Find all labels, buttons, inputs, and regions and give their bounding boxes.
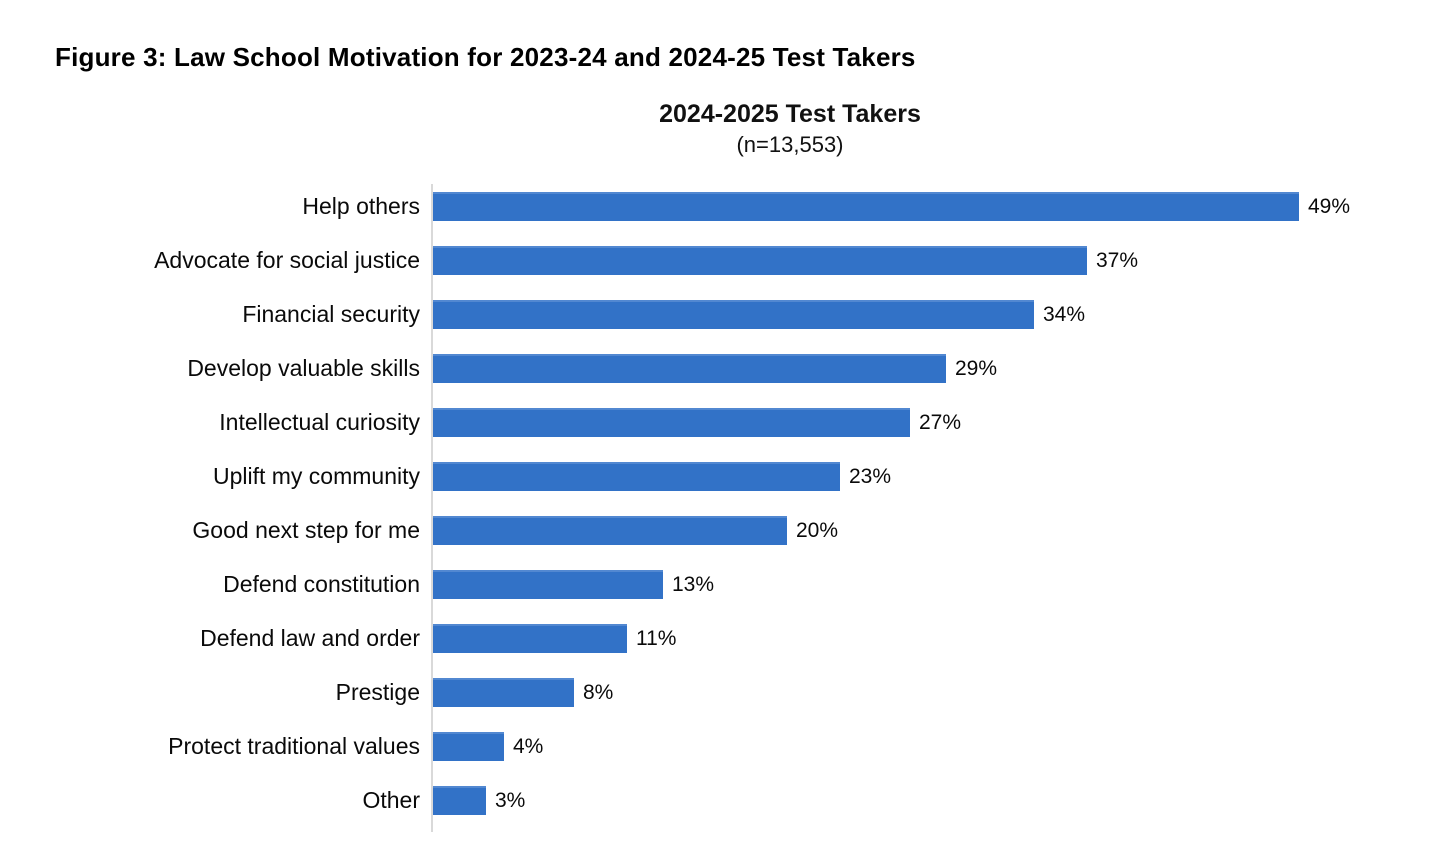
bar-row: Develop valuable skills 29% <box>0 342 1432 396</box>
bar <box>433 246 1087 275</box>
bar-row: Uplift my community 23% <box>0 450 1432 504</box>
bar <box>433 570 663 599</box>
value-label: 34% <box>1043 302 1086 326</box>
bar-row: Protect traditional values 4% <box>0 720 1432 774</box>
value-label: 3% <box>495 788 526 812</box>
figure-title: Figure 3: Law School Motivation for 2023… <box>55 42 916 72</box>
bar <box>433 192 1299 221</box>
bar-row: Good next step for me 20% <box>0 504 1432 558</box>
bar-row: Intellectual curiosity 27% <box>0 396 1432 450</box>
bar <box>433 408 910 437</box>
chart-title: 2024-2025 Test Takers <box>659 100 921 128</box>
value-label: 29% <box>955 356 998 380</box>
bar-row: Prestige 8% <box>0 666 1432 720</box>
category-label: Defend constitution <box>223 571 420 597</box>
chart-subtitle: (n=13,553) <box>736 131 844 157</box>
bar <box>433 354 946 383</box>
bar <box>433 678 574 707</box>
bar-row: Other 3% <box>0 774 1432 828</box>
value-label: 20% <box>796 518 839 542</box>
category-label: Defend law and order <box>200 625 420 651</box>
category-label: Prestige <box>335 679 420 705</box>
bar-row: Help others 49% <box>0 180 1432 234</box>
category-label: Protect traditional values <box>168 733 420 759</box>
category-label: Help others <box>302 193 420 219</box>
bar <box>433 462 840 491</box>
category-label: Other <box>362 787 420 813</box>
bar <box>433 516 787 545</box>
category-label: Uplift my community <box>212 463 420 489</box>
value-label: 49% <box>1308 194 1351 218</box>
bar <box>433 624 627 653</box>
category-label: Good next step for me <box>192 517 420 543</box>
bar-row: Defend constitution 13% <box>0 558 1432 612</box>
value-label: 8% <box>583 680 614 704</box>
bar-row: Defend law and order 11% <box>0 612 1432 666</box>
category-label: Advocate for social justice <box>154 247 420 273</box>
value-label: 11% <box>636 626 677 650</box>
bar <box>433 732 504 761</box>
y-axis-line <box>431 184 433 832</box>
category-label: Develop valuable skills <box>187 355 420 381</box>
bar <box>433 300 1034 329</box>
bar-row: Financial security 34% <box>0 288 1432 342</box>
bar-chart-plot-area: Help others 49% Advocate for social justic… <box>0 184 1432 832</box>
value-label: 27% <box>919 410 962 434</box>
value-label: 23% <box>849 464 892 488</box>
category-label: Financial security <box>242 301 420 327</box>
value-label: 4% <box>513 734 544 758</box>
bar <box>433 786 486 815</box>
chart-title-block: 2024-2025 Test Takers (n=13,553) <box>0 98 1432 159</box>
value-label: 37% <box>1096 248 1139 272</box>
category-label: Intellectual curiosity <box>219 409 420 435</box>
value-label: 13% <box>672 572 715 596</box>
bar-row: Advocate for social justice 37% <box>0 234 1432 288</box>
